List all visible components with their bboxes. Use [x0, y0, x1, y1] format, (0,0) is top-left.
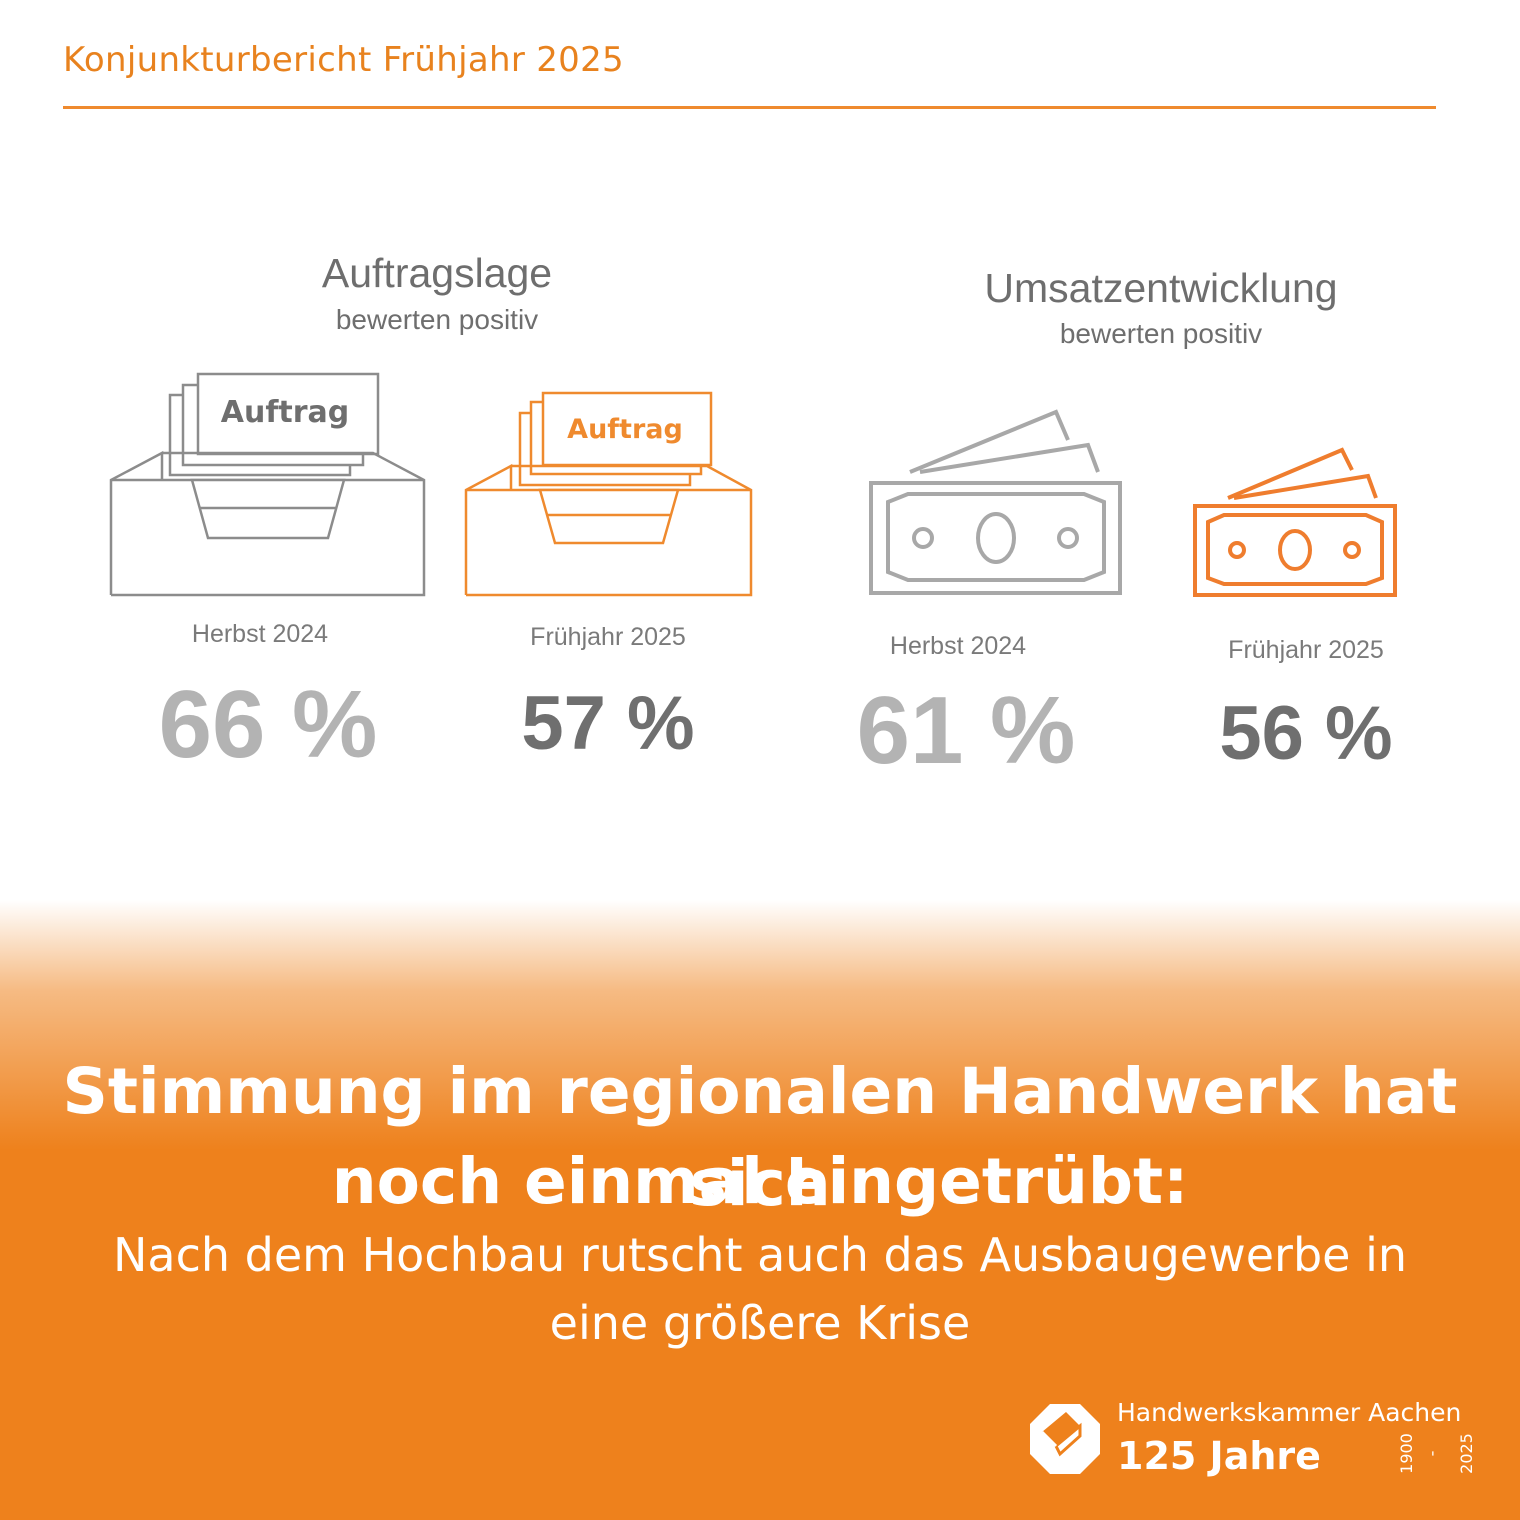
period-label-herbst-2024: Herbst 2024 [191, 620, 329, 648]
auftragslage-value-fruehjahr-2025: 57 % [521, 681, 695, 766]
logo-year-dash: - [1422, 1450, 1442, 1457]
period-label-herbst-2024: Herbst 2024 [889, 632, 1027, 660]
order-tray-icon-orange: Auftrag [464, 391, 753, 597]
umsatzentwicklung-subtitle: bewerten positiv [1059, 318, 1263, 349]
auftragslage-subtitle: bewerten positiv [335, 304, 539, 335]
auftragslage-value-herbst-2024: 66 % [158, 671, 378, 778]
logo-organisation-name: Handwerkskammer Aachen [1117, 1398, 1462, 1427]
headline-banner [0, 900, 1520, 1520]
order-tray-icon-gray: Auftrag [109, 372, 426, 597]
umsatz-value-fruehjahr-2025: 56 % [1219, 691, 1393, 776]
umsatz-value-herbst-2024: 61 % [856, 677, 1076, 784]
header-divider [63, 106, 1436, 109]
logo-year-start: 1900 [1396, 1433, 1416, 1474]
headline-line-2: noch einmal eingetrübt: [331, 1145, 1189, 1218]
logo-year-end: 2025 [1456, 1433, 1476, 1474]
umsatzentwicklung-title: Umsatzentwicklung [984, 265, 1338, 311]
auftrag-card-label: Auftrag [567, 414, 683, 445]
subheadline-line-1: Nach dem Hochbau rutscht auch das Ausbau… [112, 1228, 1408, 1282]
page-title: Konjunkturbericht Frühjahr 2025 [63, 40, 624, 80]
banknotes-icon-orange [1193, 447, 1397, 597]
period-label-fruehjahr-2025: Frühjahr 2025 [530, 623, 686, 651]
auftrag-card-label: Auftrag [221, 395, 349, 430]
logo-anniversary: 125 Jahre [1117, 1434, 1321, 1478]
subheadline-line-2: eine größere Krise [549, 1296, 971, 1350]
banknotes-icon-gray [869, 409, 1122, 595]
logo-years: 1900 - 2025 [1392, 1432, 1480, 1476]
hwk-cube-logo-icon [1030, 1404, 1100, 1474]
period-label-fruehjahr-2025: Frühjahr 2025 [1228, 636, 1384, 664]
headline-line-1: Stimmung im regionalen Handwerk hat sich [62, 1055, 1458, 1220]
auftragslage-title: Auftragslage [321, 250, 553, 296]
